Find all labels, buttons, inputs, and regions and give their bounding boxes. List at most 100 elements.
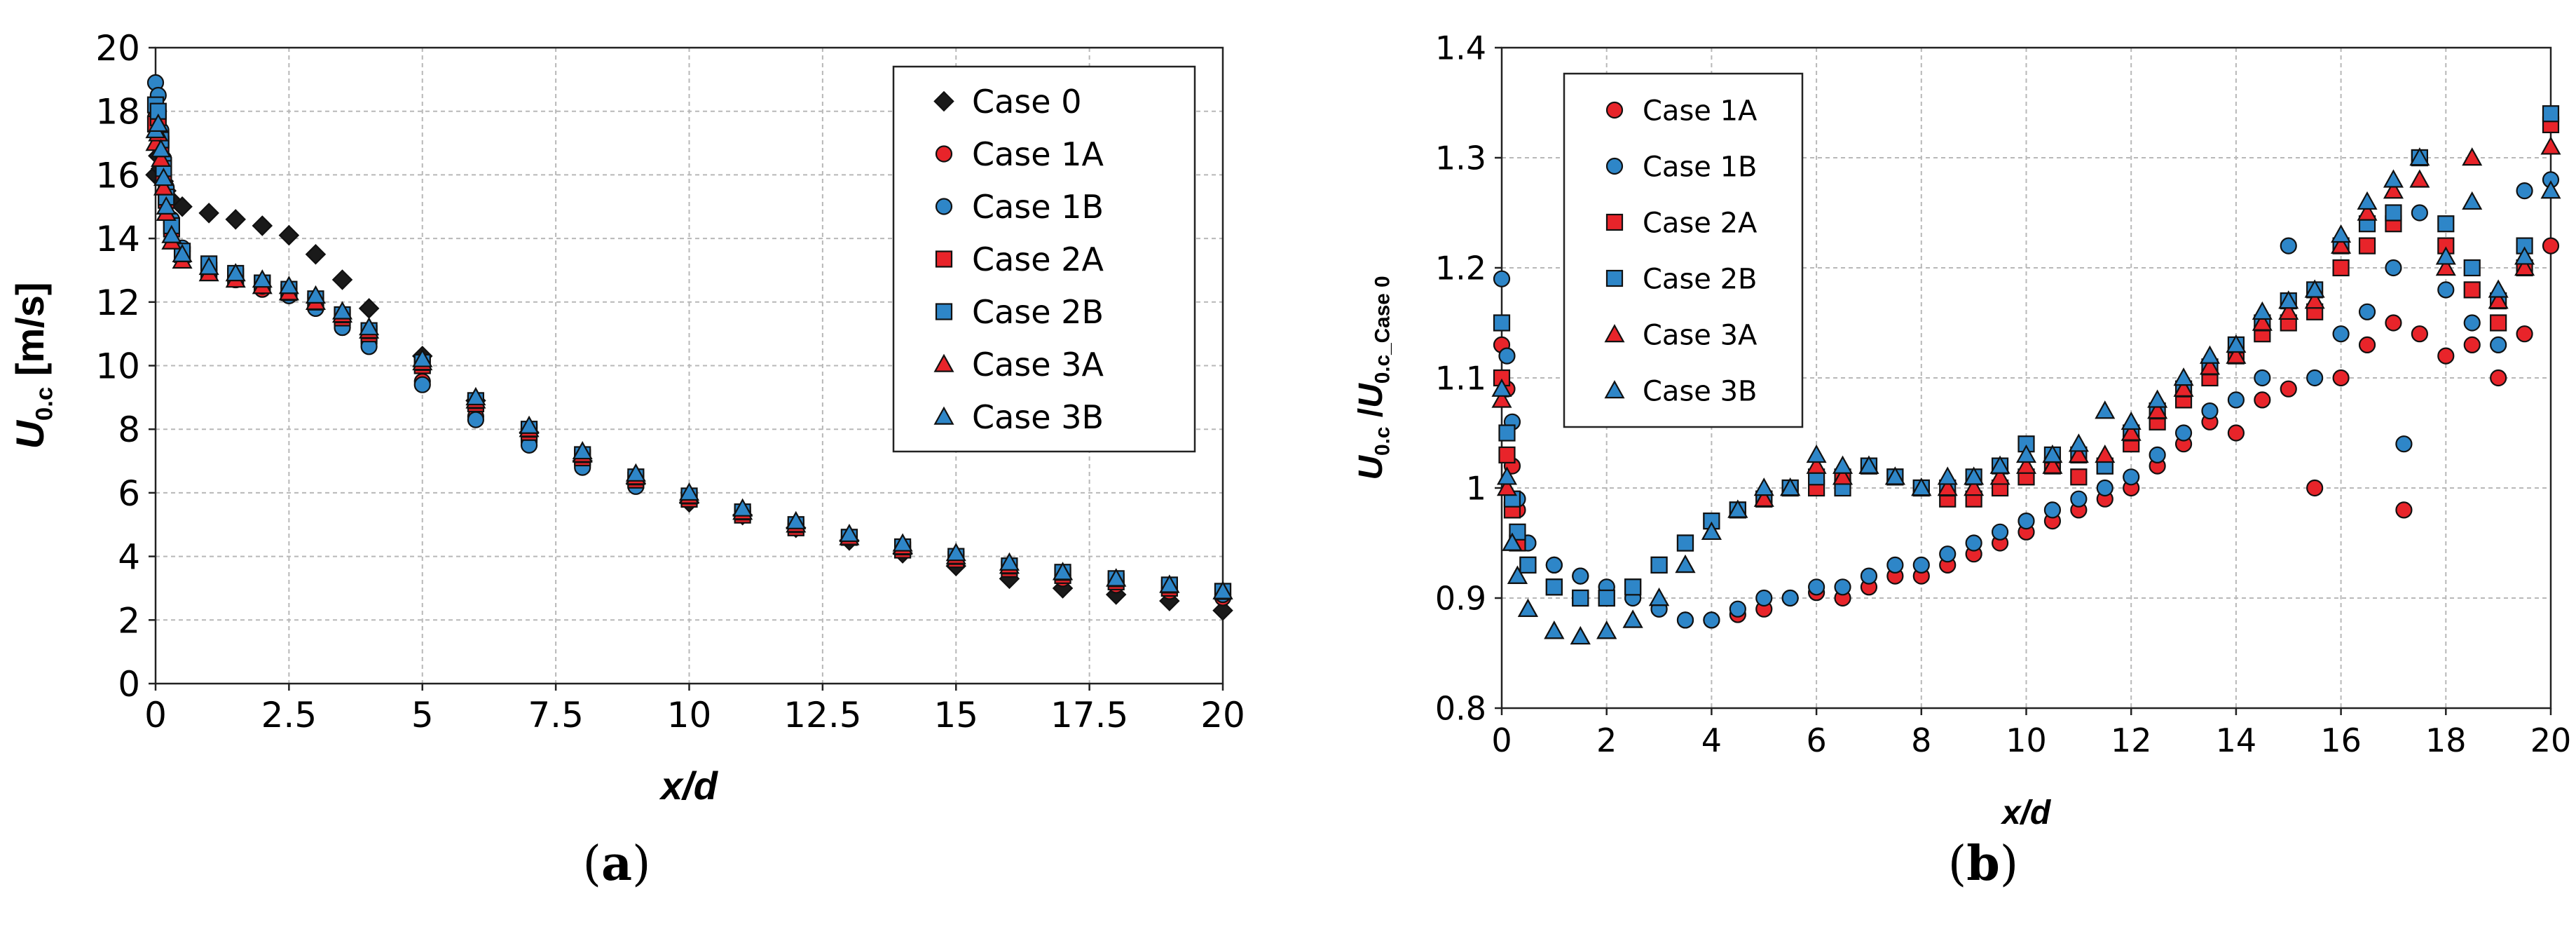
x-tick-label: 0 (1491, 721, 1512, 759)
data-point-case-3a (1806, 455, 1827, 474)
legend-marker-case-1a (1605, 101, 1624, 119)
data-point-case-3b (1701, 521, 1722, 541)
data-point-case-0 (1159, 590, 1180, 611)
data-point-case-3b (2199, 345, 2220, 364)
legend-label-case-1b: Case 1B (972, 188, 1104, 226)
data-point-case-2a (2332, 259, 2350, 277)
y-axis-label: U0.c [m/s] (8, 282, 57, 449)
y-tick-label: 6 (118, 473, 140, 514)
data-point-case-1b (2490, 336, 2507, 353)
data-point-case-1a (2437, 347, 2455, 365)
data-point-case-3a (2409, 169, 2430, 188)
data-point-case-1a (2358, 336, 2376, 353)
data-point-case-3a (2147, 400, 2168, 419)
data-point-case-3b (148, 113, 169, 133)
data-point-case-1b (1498, 347, 1516, 365)
data-point-case-0 (172, 196, 193, 217)
data-point-case-3a (1832, 466, 1854, 485)
data-point-case-1b (2463, 314, 2481, 332)
x-tick-label: 17.5 (1050, 695, 1128, 735)
data-point-case-1b (2437, 281, 2455, 299)
data-point-case-3b (359, 317, 380, 336)
data-point-case-1a (2463, 336, 2481, 353)
data-point-case-2a (2463, 281, 2481, 299)
data-point-case-3a (2462, 147, 2483, 166)
data-point-case-1b (1545, 556, 1563, 574)
series-case-1b (1493, 171, 2560, 629)
legend-label-case-2a: Case 2A (1643, 207, 1758, 239)
x-tick-label: 2.5 (261, 695, 317, 735)
data-point-case-3b (1858, 455, 1879, 474)
data-point-case-1b (1676, 611, 1694, 629)
data-point-case-1b (2096, 479, 2113, 497)
legend-label-case-3a: Case 3A (972, 346, 1104, 384)
data-point-case-3b (1507, 565, 1528, 584)
y-tick-label: 14 (95, 219, 140, 259)
data-point-case-1b (2174, 424, 2193, 442)
data-point-case-1b (2280, 237, 2297, 255)
data-point-case-1b (1860, 567, 1878, 585)
data-point-case-3b (1491, 378, 1512, 397)
y-tick-label: 8 (118, 409, 140, 450)
data-point-case-3b (2435, 246, 2456, 265)
data-point-case-0 (331, 269, 353, 290)
x-tick-label: 16 (2320, 721, 2362, 759)
data-point-case-3b (1544, 620, 1565, 639)
x-tick-label: 2 (1596, 721, 1617, 759)
data-point-case-3b (1053, 562, 1074, 581)
y-tick-label: 1.3 (1435, 140, 1486, 177)
data-point-case-2b (1519, 556, 1537, 574)
legend-marker-case-3b (933, 406, 954, 425)
data-point-case-3b (1496, 466, 1518, 485)
data-point-case-3a (2514, 257, 2535, 276)
data-point-case-0 (1105, 584, 1127, 605)
x-tick-label: 0 (144, 695, 167, 735)
data-point-case-2b (2437, 215, 2455, 233)
data-point-case-3b (2226, 334, 2247, 353)
data-point-case-3a (2357, 202, 2378, 221)
legend-marker-case-1b (1605, 157, 1624, 175)
data-point-case-3b (1884, 466, 1905, 485)
legend-marker-case-1b (935, 198, 953, 215)
data-point-case-1b (1729, 600, 1746, 618)
x-tick-label: 6 (1806, 721, 1826, 759)
data-point-case-1b (1755, 589, 1773, 607)
y-tick-label: 20 (95, 28, 140, 69)
x-axis-label: x/d (2000, 794, 2052, 832)
x-tick-label: 18 (2425, 721, 2467, 759)
data-point-case-3b (252, 269, 273, 288)
x-tick-label: 12.5 (783, 695, 861, 735)
panel-caption: (a) (582, 836, 650, 892)
data-point-case-2b (1498, 424, 1516, 442)
data-point-case-1a (2395, 501, 2413, 519)
legend-marker-case-2b (1605, 269, 1624, 287)
legend-marker-case-1a (935, 145, 953, 163)
data-point-case-3b (625, 463, 646, 482)
legend: Case 1A Case 1B Case 2A Case 2B Case 3A Case … (1563, 72, 1804, 428)
data-point-case-3b (1212, 581, 1233, 599)
data-points (1491, 105, 2561, 645)
x-tick-label: 10 (667, 695, 712, 735)
data-point-case-3a (1753, 488, 1774, 507)
y-tick-label: 1 (1466, 470, 1486, 508)
data-point-case-3b (1517, 598, 1538, 617)
data-point-case-3b (2173, 367, 2194, 386)
data-point-case-3b (305, 285, 326, 304)
x-tick-label: 12 (2111, 721, 2152, 759)
data-point-case-3b (1159, 574, 1180, 593)
data-point-case-1b (2395, 435, 2413, 453)
y-tick-label: 10 (95, 346, 140, 387)
data-point-case-3b (1964, 466, 1985, 485)
data-point-case-1a (2516, 325, 2533, 343)
data-point-case-3a (2383, 180, 2404, 199)
data-point-case-2a (2490, 314, 2507, 332)
data-point-case-0 (278, 224, 300, 246)
x-tick-label: 20 (1200, 695, 1245, 735)
data-point-case-3b (2015, 444, 2037, 463)
data-point-case-3b (1675, 554, 1696, 574)
data-point-case-1b (2043, 501, 2062, 519)
y-tick-label: 1.4 (1435, 29, 1486, 67)
data-point-case-3b (153, 168, 174, 186)
data-point-case-3a (2199, 356, 2220, 375)
data-point-case-3b (945, 543, 966, 562)
